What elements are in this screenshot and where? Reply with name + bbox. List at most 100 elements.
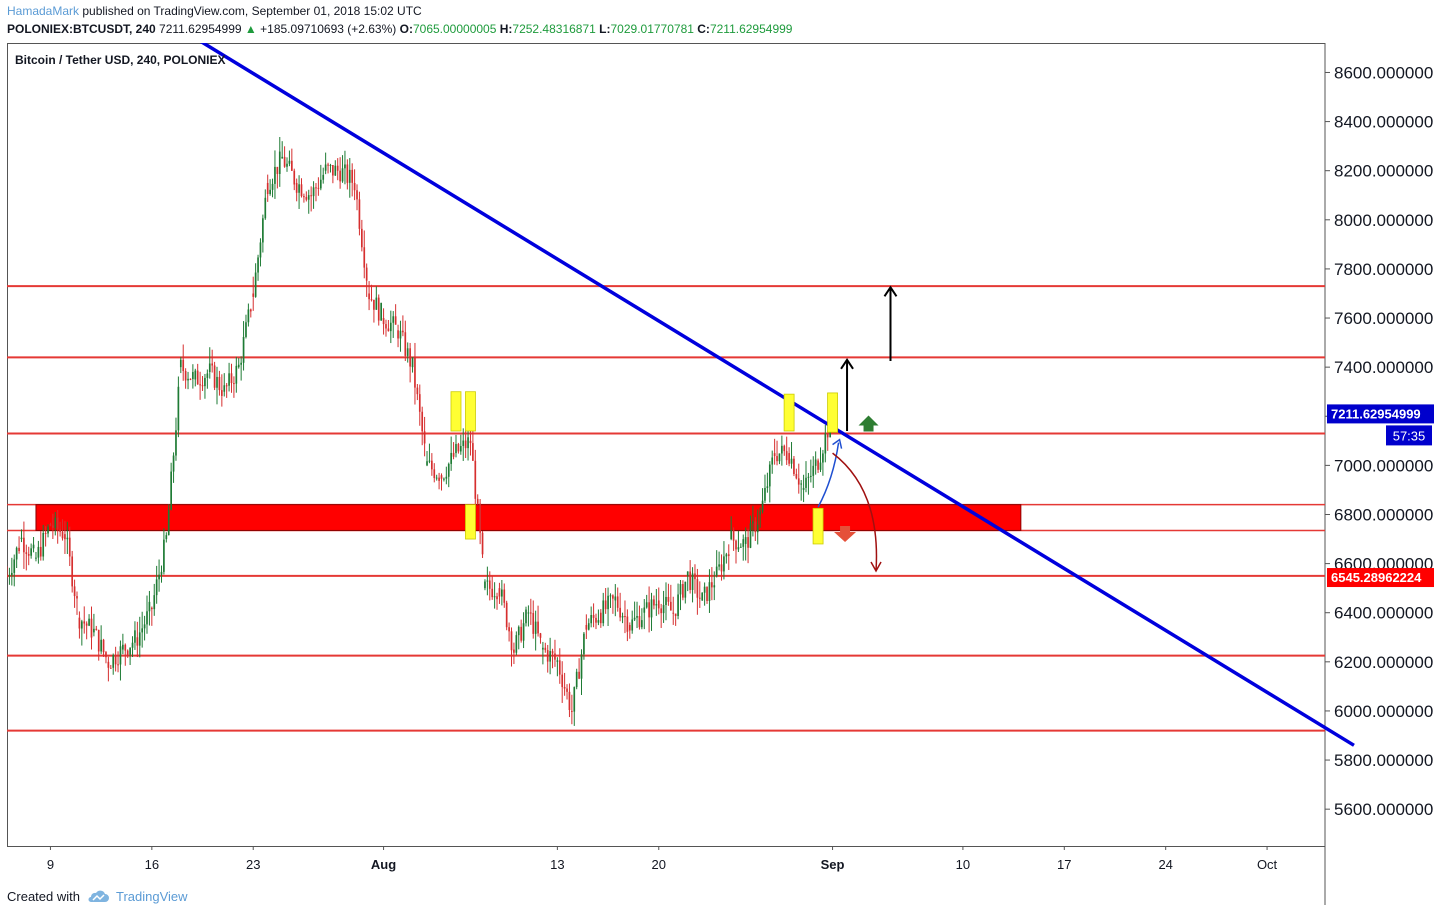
candle-body <box>479 503 481 533</box>
candle-body <box>626 616 629 632</box>
publisher-name[interactable]: HamadaMark <box>7 4 80 18</box>
candle-body <box>278 151 281 174</box>
publish-info: published on TradingView.com, September … <box>79 4 422 18</box>
candle-body <box>211 363 214 366</box>
price-chart[interactable]: 5600.000000 5800.000000 6000.000000 6200.00… <box>7 43 1436 905</box>
candle-body <box>515 635 518 653</box>
candle-body <box>143 624 146 629</box>
candle-body <box>481 532 484 555</box>
candle-body <box>179 359 182 368</box>
candle-body <box>679 584 682 595</box>
candle-body <box>739 546 742 548</box>
candle-body <box>474 460 477 499</box>
candle-body <box>315 187 317 189</box>
chart-area[interactable]: 5600.000000 5800.000000 6000.000000 6200.00… <box>7 43 1436 905</box>
candle-body <box>204 377 206 387</box>
candle-body <box>802 487 805 490</box>
candle-body <box>752 521 754 524</box>
candle-body <box>380 302 383 321</box>
candle-body <box>324 164 327 171</box>
candle-body <box>720 564 723 572</box>
candle-body <box>141 628 144 633</box>
candle-body <box>218 376 221 391</box>
candle-body <box>187 378 189 381</box>
candle-body <box>30 548 32 556</box>
candle-body <box>730 530 733 540</box>
candle-body <box>319 179 322 189</box>
candle-body <box>761 500 764 512</box>
close-label: C: <box>697 22 710 36</box>
y-tick-label: 6800.000000 <box>1334 505 1433 524</box>
candle-body <box>112 654 115 668</box>
highlight-box <box>783 393 795 432</box>
candle-body <box>653 599 655 606</box>
candle-body <box>414 357 416 388</box>
x-tick-label: 23 <box>246 857 260 872</box>
candle-body <box>503 589 506 603</box>
y-tick-label: 8000.000000 <box>1334 211 1433 230</box>
candle-body <box>283 156 286 167</box>
highlight-box <box>827 392 838 433</box>
bullish-scenario-arrowhead <box>832 438 843 449</box>
candle-body <box>723 556 725 572</box>
candle-body <box>578 671 580 679</box>
bullish-scenario-curve <box>817 442 840 508</box>
candle-body <box>15 547 18 560</box>
high-label: H: <box>499 22 513 36</box>
candle-body <box>208 363 211 373</box>
candle-body <box>426 461 428 466</box>
candle-body <box>814 459 817 466</box>
candle-body <box>394 316 397 325</box>
tradingview-brand-link[interactable]: TradingView <box>115 889 188 904</box>
candle-body <box>609 595 612 597</box>
candle-body <box>107 661 110 668</box>
candle-body <box>368 293 370 300</box>
countdown-tag <box>1386 425 1432 446</box>
candle-body <box>303 196 305 198</box>
candle-body <box>768 464 771 487</box>
candle-body <box>170 471 172 510</box>
candle-body <box>725 554 728 557</box>
candle-body <box>686 571 689 576</box>
candle-body <box>660 608 663 614</box>
candle-body <box>764 487 766 501</box>
candle-body <box>59 529 61 532</box>
candle-body <box>527 612 530 614</box>
candle-body <box>621 616 624 618</box>
candle-body <box>643 607 646 613</box>
target-arrowhead <box>840 357 854 370</box>
candle-body <box>689 571 691 590</box>
candle-body <box>701 592 704 601</box>
candle-body <box>416 387 419 395</box>
candle-body <box>13 559 16 573</box>
candle-body <box>696 579 699 598</box>
x-tick-label: 20 <box>652 857 666 872</box>
candle-body <box>257 257 259 273</box>
candle-body <box>587 623 590 630</box>
candle-body <box>240 362 242 365</box>
candle-body <box>459 445 462 452</box>
candle-body <box>259 242 262 258</box>
candle-body <box>819 462 822 470</box>
candle-body <box>667 596 670 602</box>
candle-body <box>493 596 496 598</box>
candle-body <box>102 639 105 653</box>
candle-body <box>155 579 158 596</box>
candle-body <box>735 540 737 550</box>
tradingview-cloud-icon[interactable] <box>86 890 110 904</box>
ohlc-line: POLONIEX:BTCUSDT, 240 7211.62954999 ▲ +1… <box>7 22 792 36</box>
candle-body <box>498 588 501 597</box>
candle-body <box>158 574 160 580</box>
candle-body <box>423 431 426 444</box>
candle-body <box>703 586 706 593</box>
candle-body <box>47 526 49 534</box>
candle-body <box>201 385 204 387</box>
candle-body <box>532 613 535 634</box>
highlight-box <box>812 507 824 545</box>
candle-body <box>599 612 602 624</box>
candle-body <box>411 357 414 368</box>
candle-body <box>25 552 28 554</box>
candle-body <box>592 615 595 618</box>
candle-body <box>216 376 218 388</box>
candle-body <box>698 597 701 599</box>
